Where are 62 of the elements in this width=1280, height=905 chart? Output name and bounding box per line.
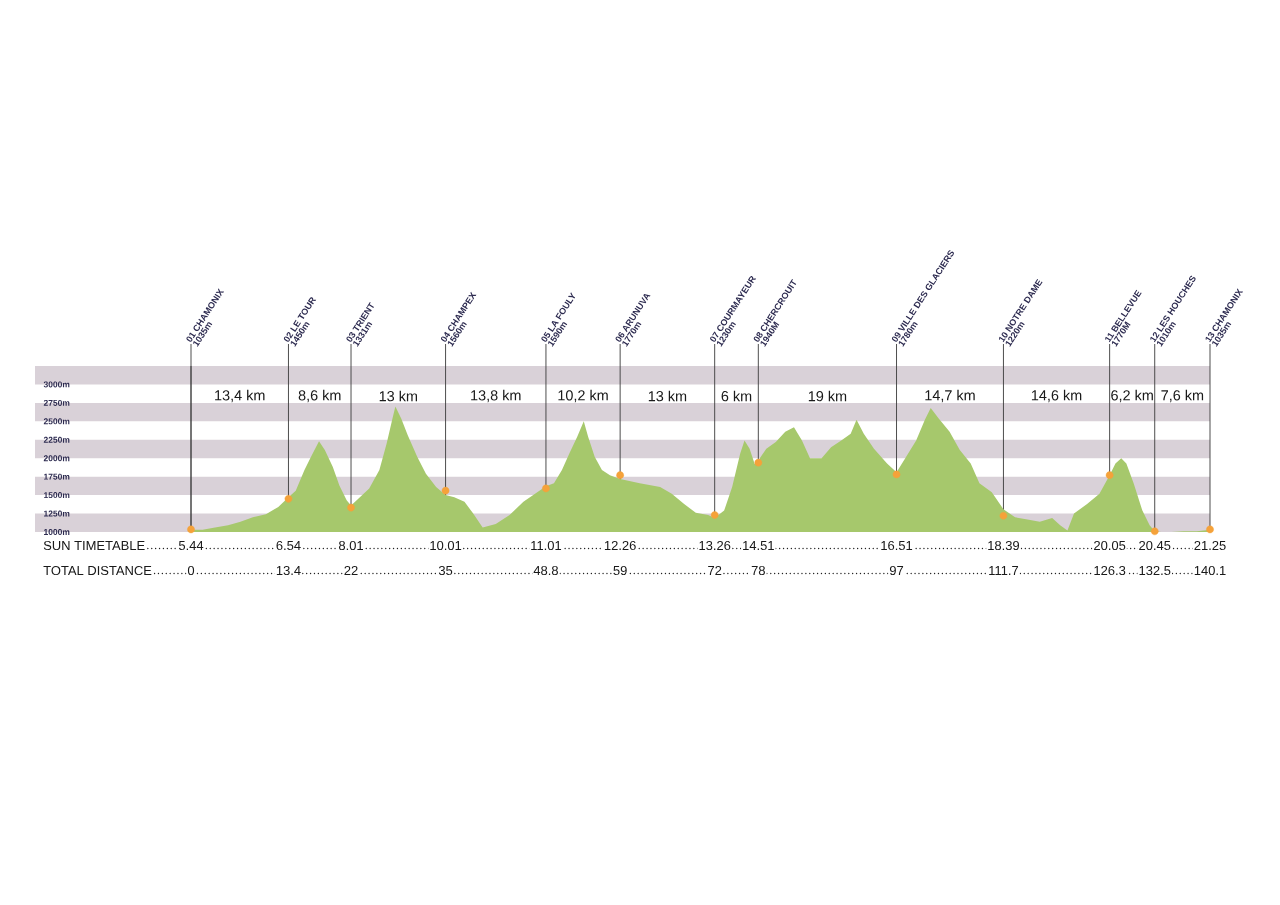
x-tick-label: 140.1	[1194, 565, 1226, 576]
x-tick-label: 13.4	[276, 565, 301, 576]
y-tick-label: 1000m	[44, 529, 70, 535]
point	[347, 503, 355, 512]
x-tick-label: 59	[613, 565, 627, 576]
annotation: 13 km	[379, 390, 417, 402]
x-tick-label: 35	[438, 565, 453, 576]
point	[284, 495, 293, 503]
annotation: 14,7 km	[925, 389, 975, 403]
text: 18.39	[988, 540, 1020, 551]
point	[542, 484, 550, 493]
y-tick-label: 1750m	[44, 473, 70, 480]
x-axis-title: TOTAL DISTANCE	[43, 565, 152, 576]
annotation: 6,2 km	[1111, 389, 1153, 403]
annotation: 14,6 km	[1031, 389, 1082, 403]
point	[1105, 471, 1114, 479]
text: 20.05	[1094, 540, 1126, 551]
x-tick-label: 22	[344, 565, 358, 575]
text: 12.26	[604, 540, 636, 551]
point	[1206, 525, 1214, 534]
text: 16.51	[881, 540, 913, 551]
point	[1150, 527, 1159, 536]
annotation: 8,6 km	[298, 389, 341, 403]
text: 13.26	[699, 540, 731, 551]
text: 5.44	[178, 541, 204, 551]
text: 10.01	[430, 540, 462, 551]
annotation: 13,8 km	[471, 389, 521, 403]
text: 20.45	[1139, 540, 1171, 551]
point	[754, 458, 763, 467]
text: 6.54	[276, 540, 301, 551]
x-tick-label: 111.7	[989, 566, 1019, 575]
y-tick-label: 3000m	[43, 381, 70, 388]
point	[892, 470, 901, 479]
point	[187, 525, 195, 534]
annotation: 7,6 km	[1161, 389, 1204, 403]
text: 14.51	[743, 541, 774, 551]
x-tick-label: 97	[889, 565, 904, 576]
y-tick-label: 2250m	[43, 436, 70, 443]
annotation: 13,4 km	[215, 389, 265, 403]
y-tick-label: 1250m	[44, 510, 70, 517]
y-tick-label: 2000m	[43, 455, 70, 462]
y-tick-label: 2750m	[43, 399, 70, 406]
point	[999, 511, 1008, 520]
x-tick-label: 78	[751, 565, 765, 576]
x-tick-label: 132.5	[1139, 565, 1171, 576]
point	[710, 511, 719, 519]
text: 11.01	[531, 540, 562, 551]
text: 21.25	[1194, 540, 1226, 551]
annotation: 19 km	[808, 390, 847, 402]
point	[441, 486, 450, 495]
text: 8.01	[338, 540, 363, 551]
annotation: 13 km	[648, 390, 687, 402]
x-tick-label: 72	[708, 565, 722, 575]
y-tick-label: 1500m	[44, 492, 70, 499]
point	[616, 471, 624, 479]
text: SUN TIMETABLE	[43, 540, 145, 551]
x-tick-label: 0	[187, 565, 195, 576]
x-tick-label: 126.3	[1094, 565, 1126, 576]
x-tick-label: 48.8	[533, 565, 558, 576]
y-tick-label: 2500m	[43, 418, 70, 425]
annotation: 10,2 km	[558, 389, 608, 403]
annotation: 6 km	[721, 390, 752, 402]
